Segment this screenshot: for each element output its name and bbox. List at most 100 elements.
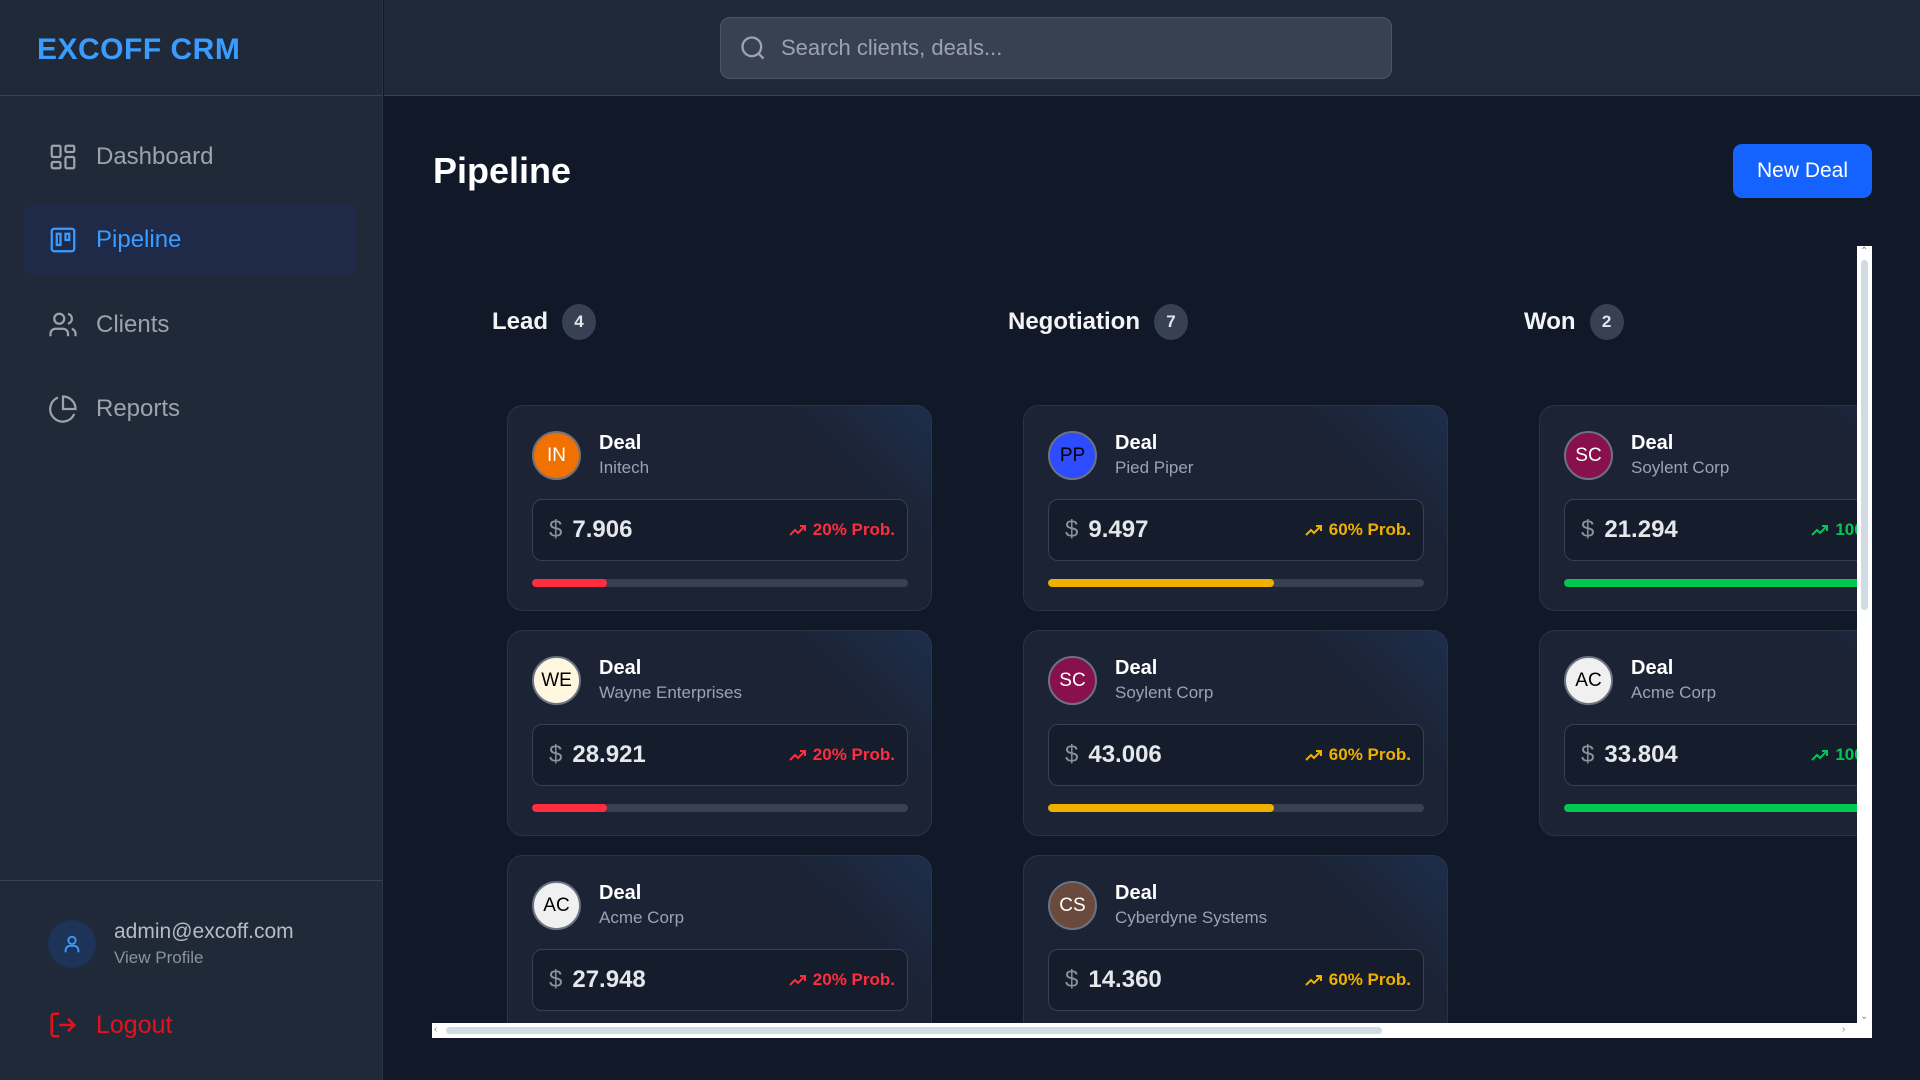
avatar [48,920,96,968]
probability-bar-fill [532,804,608,812]
probability-bar [1564,579,1857,587]
deal-amount: 14.360 [1088,966,1162,993]
deal-card[interactable]: IN Deal Initech $ 7.906 20% Prob. [507,405,932,611]
sidebar: EXCOFF CRM Dashboard Pipeline Clients Re… [0,0,383,1080]
deal-amount-box: $ 27.948 20% Prob. [532,949,908,1011]
deal-probability: 60% Prob. [1305,745,1411,765]
probability-bar-fill [1564,579,1857,587]
deal-amount: 21.294 [1604,516,1678,543]
deal-amount-box: $ 28.921 20% Prob. [532,724,908,786]
scrollbar-thumb[interactable] [446,1027,1382,1034]
scrollbar-thumb[interactable] [1861,260,1868,610]
client-avatar: SC [1048,656,1097,705]
sidebar-item-clients[interactable]: Clients [24,289,358,361]
pipeline-board[interactable]: Lead 4 IN Deal Initech $ 7.906 20% Prob. … [432,246,1857,1023]
client-avatar: WE [532,656,581,705]
deal-probability: 60% Prob. [1305,970,1411,990]
probability-bar [532,579,908,587]
client-avatar: AC [1564,656,1613,705]
view-profile-link[interactable]: View Profile [114,948,204,967]
users-icon [49,312,77,337]
deal-company: Acme Corp [1631,683,1717,702]
search-input[interactable] [781,35,1341,61]
horizontal-scrollbar[interactable]: ‹ › [432,1023,1857,1038]
search-box[interactable] [720,17,1392,79]
probability-bar-fill [1564,804,1857,812]
probability-label: 60% Prob. [1328,520,1411,539]
deal-card[interactable]: AC Deal Acme Corp $ 33.804 100% Prob. [1539,630,1857,836]
pipeline-column-negotiation: Negotiation 7 PP Deal Pied Piper $ 9.497 … [948,246,1448,1023]
sidebar-item-label: Pipeline [96,226,182,253]
profile-email: admin@excoff.com [114,920,294,943]
deal-amount-box: $ 14.360 60% Prob. [1048,949,1424,1011]
trending-up-icon [789,975,806,986]
deal-title: Deal [599,432,642,454]
vertical-scrollbar[interactable]: ⌃ ⌄ [1857,246,1872,1038]
trending-up-icon [789,750,806,761]
column-title: Lead [492,308,549,335]
user-icon [64,935,80,953]
dollar-icon: $ [549,966,563,993]
new-deal-button[interactable]: New Deal [1733,144,1872,198]
sidebar-item-label: Reports [96,395,181,422]
deal-card[interactable]: SC Deal Soylent Corp $ 21.294 100% Prob. [1539,405,1857,611]
probability-bar [532,804,908,812]
column-title: Negotiation [1008,308,1140,335]
column-header: Won 2 [1524,304,1624,340]
probability-bar-fill [1048,804,1274,812]
probability-label: 20% Prob. [812,745,895,764]
probability-bar-fill [532,579,608,587]
deal-company: Wayne Enterprises [599,683,742,702]
profile[interactable]: admin@excoff.com View Profile [48,920,294,968]
sidebar-item-pipeline[interactable]: Pipeline [24,204,358,276]
deal-amount-box: $ 7.906 20% Prob. [532,499,908,561]
dollar-icon: $ [1581,516,1595,543]
deal-amount-box: $ 9.497 60% Prob. [1048,499,1424,561]
deal-title: Deal [599,882,642,904]
probability-label: 20% Prob. [812,970,895,989]
trending-up-icon [1811,750,1829,761]
deal-card[interactable]: SC Deal Soylent Corp $ 43.006 60% Prob. [1023,630,1448,836]
probability-bar [1048,804,1424,812]
deal-amount-box: $ 21.294 100% Prob. [1564,499,1857,561]
dollar-icon: $ [1581,741,1595,768]
deal-amount: 28.921 [572,741,646,768]
probability-label: 100% Prob. [1835,520,1857,539]
deal-title: Deal [1115,432,1158,454]
deal-probability: 20% Prob. [789,745,895,765]
sidebar-item-label: Clients [96,311,170,338]
probability-label: 20% Prob. [812,520,895,539]
pipeline-column-won: Won 2 SC Deal Soylent Corp $ 21.294 100% … [1464,246,1857,1023]
deal-title: Deal [1631,432,1674,454]
deal-title: Deal [1631,657,1674,679]
client-avatar: AC [532,881,581,930]
sidebar-item-label: Dashboard [96,143,214,170]
client-avatar: CS [1048,881,1097,930]
deal-card[interactable]: PP Deal Pied Piper $ 9.497 60% Prob. [1023,405,1448,611]
deal-amount: 43.006 [1088,741,1162,768]
probability-label: 60% Prob. [1328,745,1411,764]
deal-probability: 100% Prob. [1811,520,1857,540]
sidebar-item-reports[interactable]: Reports [24,373,358,445]
deal-probability: 100% Prob. [1811,745,1857,765]
client-avatar: PP [1048,431,1097,480]
probability-bar [1048,579,1424,587]
deal-card[interactable]: CS Deal Cyberdyne Systems $ 14.360 60% P… [1023,855,1448,1023]
logout-button[interactable]: Logout [48,1010,172,1040]
dollar-icon: $ [1065,516,1079,543]
deal-card[interactable]: WE Deal Wayne Enterprises $ 28.921 20% P… [507,630,932,836]
deal-amount: 27.948 [572,966,646,993]
dollar-icon: $ [549,741,563,768]
deal-amount: 33.804 [1604,741,1678,768]
deal-probability: 20% Prob. [789,970,895,990]
sidebar-item-dashboard[interactable]: Dashboard [24,121,358,193]
count-badge: 7 [1154,304,1188,340]
probability-bar-fill [1048,579,1274,587]
deal-card[interactable]: AC Deal Acme Corp $ 27.948 20% Prob. [507,855,932,1023]
deal-amount-box: $ 43.006 60% Prob. [1048,724,1424,786]
app-logo[interactable]: EXCOFF CRM [37,33,241,66]
search-icon [741,36,765,60]
trending-up-icon [1305,525,1322,536]
deal-amount: 7.906 [572,516,633,543]
deal-title: Deal [1115,657,1158,679]
